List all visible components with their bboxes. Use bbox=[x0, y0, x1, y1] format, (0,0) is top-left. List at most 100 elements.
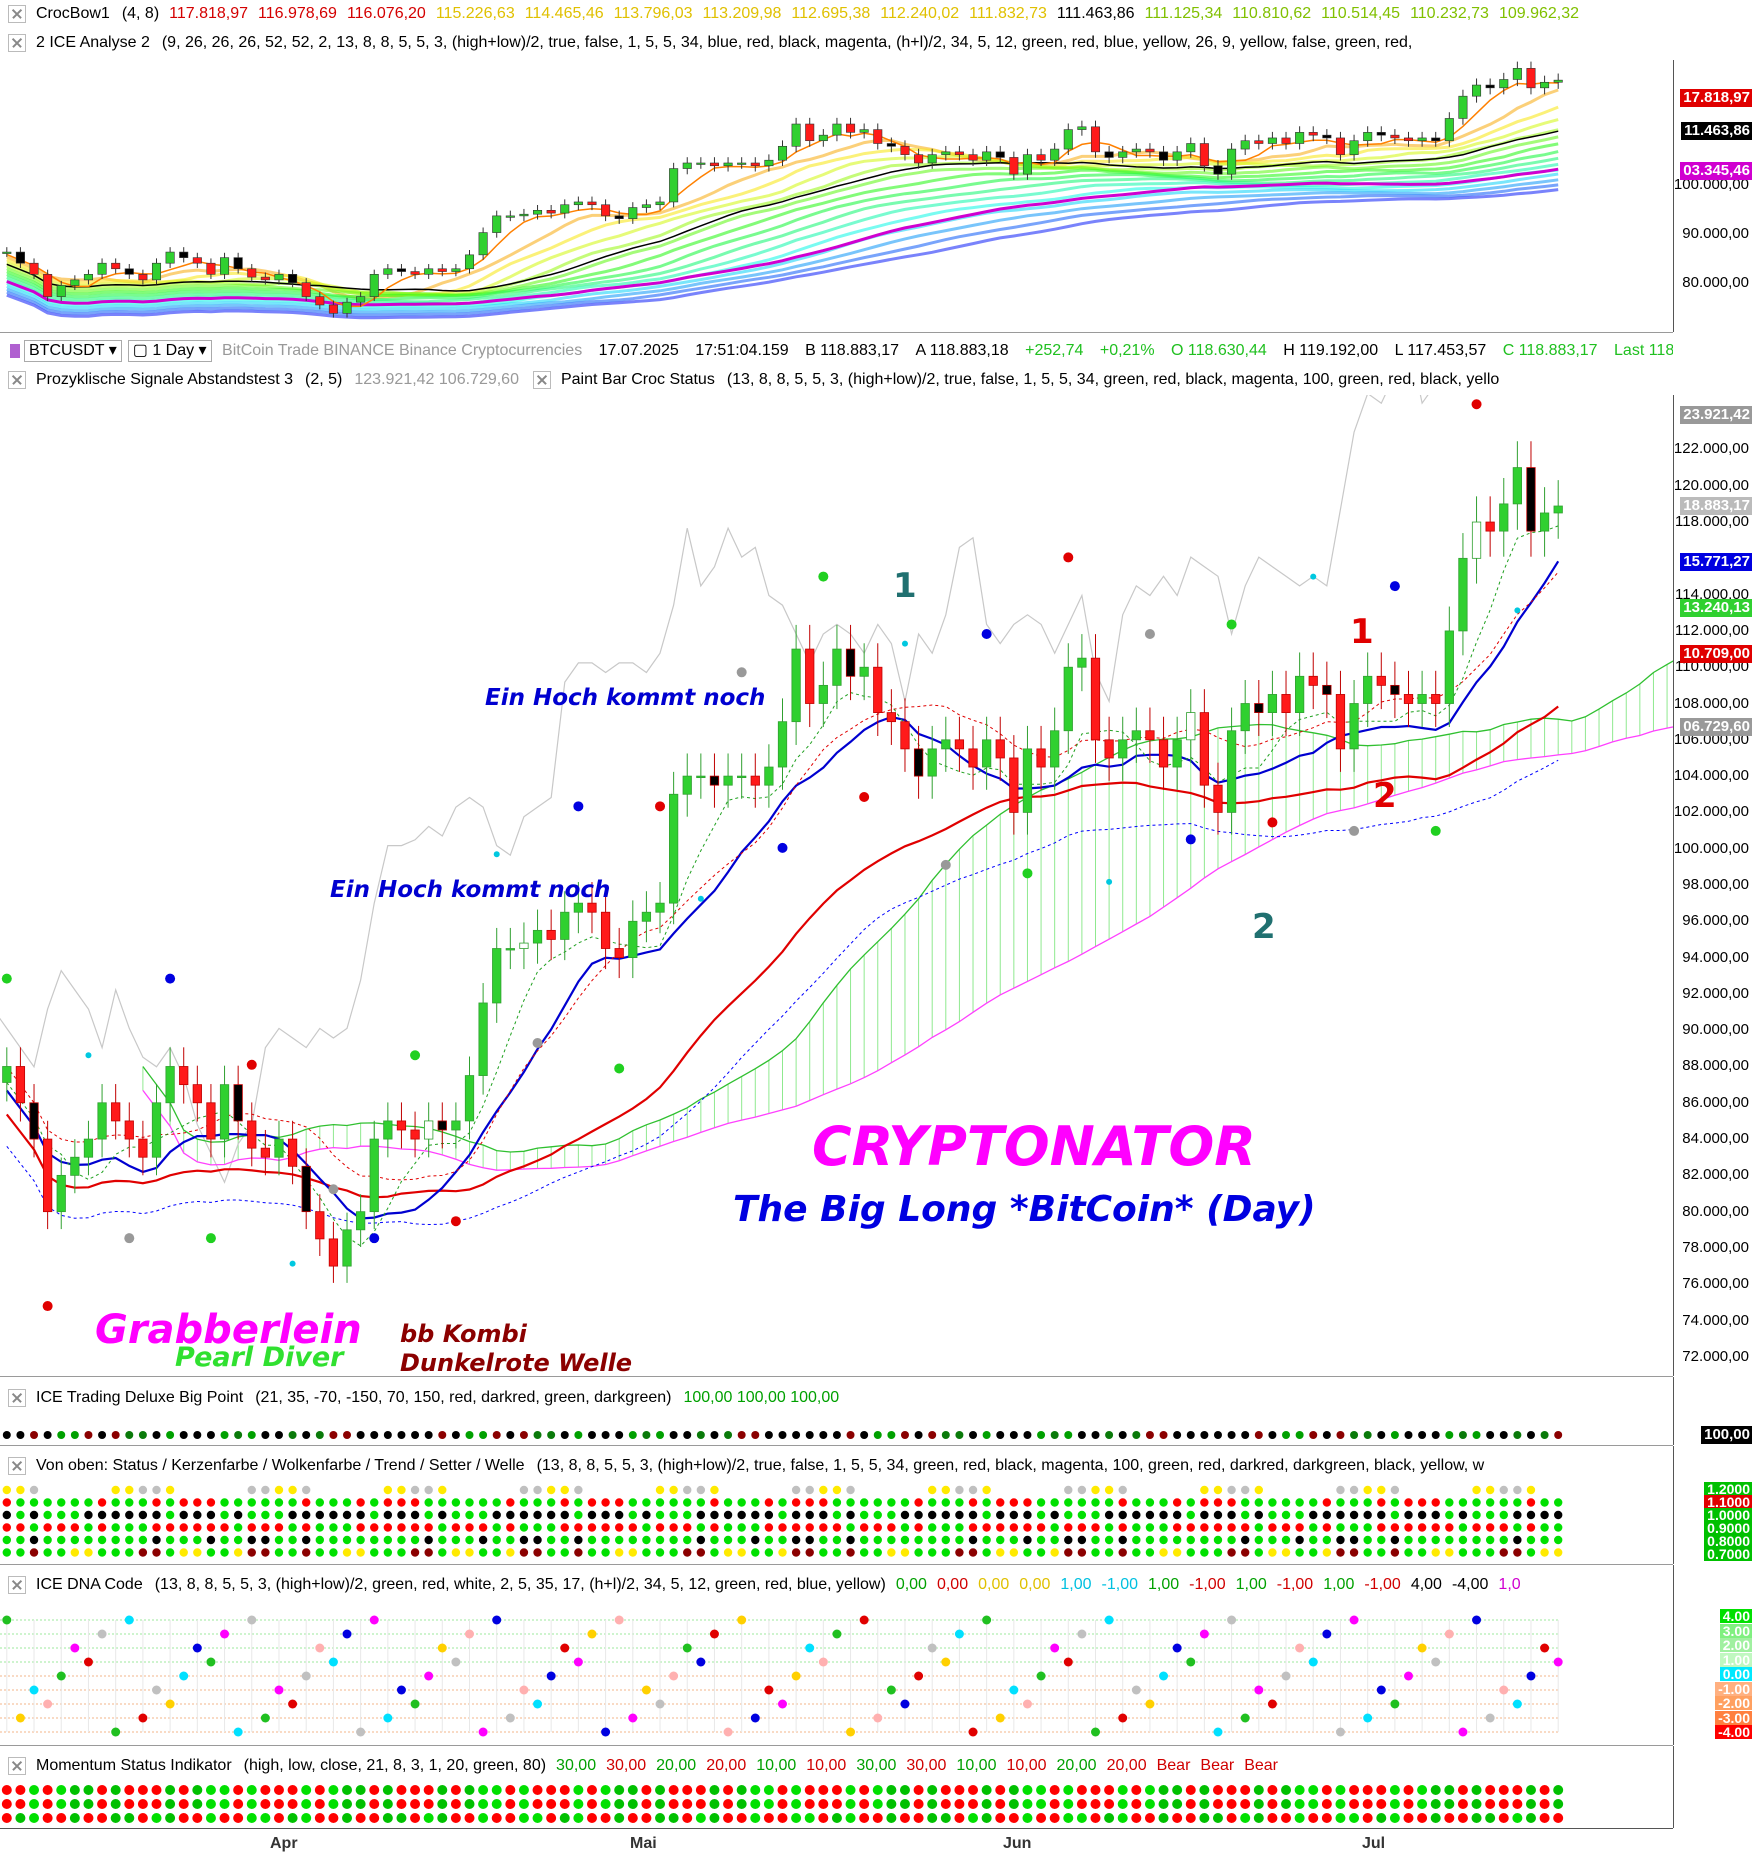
status-dot bbox=[723, 1510, 733, 1520]
status-dot bbox=[968, 1485, 978, 1495]
status-dot bbox=[1240, 1535, 1250, 1545]
signal-dot bbox=[85, 1052, 92, 1059]
ice-dot bbox=[193, 1431, 202, 1439]
momentum-dot bbox=[586, 1799, 597, 1809]
candle-body bbox=[1036, 154, 1046, 161]
status-dot bbox=[914, 1523, 923, 1532]
candle-body bbox=[138, 1138, 148, 1158]
dna-dot bbox=[315, 1643, 325, 1653]
candle-body bbox=[179, 251, 189, 258]
header-value: 10,00 bbox=[956, 1757, 997, 1774]
dna-dot bbox=[70, 1643, 80, 1653]
candle-body bbox=[1295, 132, 1305, 144]
status-dot bbox=[1213, 1535, 1223, 1545]
status-dot bbox=[465, 1510, 474, 1520]
status-dot bbox=[288, 1523, 297, 1532]
quote-bid: B 118.883,17 bbox=[805, 342, 900, 359]
close-icon[interactable] bbox=[8, 1456, 26, 1475]
status-dot bbox=[1404, 1485, 1413, 1495]
status-dot bbox=[1390, 1485, 1400, 1495]
header-value: 20,00 bbox=[1106, 1757, 1147, 1774]
ice-dot bbox=[206, 1431, 215, 1439]
crocbow-ribbon bbox=[6, 156, 1559, 304]
author-label: Grabberlein bbox=[95, 1307, 362, 1353]
ice-dot bbox=[656, 1431, 665, 1439]
close-icon[interactable] bbox=[8, 370, 26, 389]
candle-body bbox=[29, 262, 39, 275]
ice-dot bbox=[642, 1431, 651, 1439]
status-dot bbox=[614, 1510, 624, 1520]
candle-body bbox=[873, 666, 883, 713]
status-dot bbox=[1322, 1498, 1332, 1507]
close-icon[interactable] bbox=[8, 33, 26, 52]
interval-selector[interactable]: ▢ 1 Day ▾ bbox=[127, 340, 212, 362]
ice-dot bbox=[1159, 1431, 1168, 1439]
close-icon[interactable] bbox=[8, 1575, 26, 1594]
status-dot bbox=[764, 1498, 774, 1507]
ice-dot bbox=[1200, 1431, 1209, 1439]
signal-dot bbox=[1267, 817, 1278, 828]
dna-dot bbox=[1159, 1671, 1169, 1681]
status-dot bbox=[1390, 1498, 1400, 1507]
ice-dot bbox=[411, 1431, 420, 1439]
candle-body bbox=[83, 274, 93, 281]
header-value: -1,00 bbox=[1189, 1576, 1226, 1593]
candle-body bbox=[1050, 730, 1060, 768]
axis-tick: 78.000,00 bbox=[1682, 1238, 1749, 1256]
symbol-selector[interactable]: BTCUSDT ▾ bbox=[24, 340, 122, 362]
ice-dot bbox=[16, 1431, 25, 1439]
close-icon[interactable] bbox=[8, 1388, 26, 1407]
dna-dot bbox=[165, 1699, 175, 1709]
status-dot bbox=[233, 1485, 243, 1495]
ice-dot bbox=[1254, 1431, 1263, 1439]
candle-body bbox=[560, 204, 570, 214]
dna-dot bbox=[1077, 1629, 1087, 1639]
close-icon[interactable] bbox=[532, 370, 551, 389]
candle-body bbox=[628, 920, 638, 958]
status-dot bbox=[1390, 1523, 1400, 1532]
status-dot bbox=[710, 1535, 719, 1545]
status-dot bbox=[1377, 1523, 1386, 1532]
close-icon[interactable] bbox=[8, 4, 26, 23]
price-tag: 23.921,42 bbox=[1680, 405, 1752, 424]
momentum-dot bbox=[859, 1785, 870, 1795]
candle-body bbox=[954, 739, 965, 750]
quote-change-pct: +0,21% bbox=[1099, 342, 1155, 359]
momentum-dot bbox=[396, 1799, 407, 1809]
momentum-dot bbox=[1117, 1799, 1128, 1809]
momentum-dot bbox=[1008, 1813, 1019, 1823]
signal-dot bbox=[1349, 825, 1360, 836]
ice-dot bbox=[1009, 1431, 1018, 1439]
status-dot bbox=[1445, 1523, 1454, 1532]
candle-body bbox=[546, 929, 556, 940]
dna-dot bbox=[1145, 1699, 1155, 1709]
momentum-dot bbox=[831, 1813, 842, 1823]
ice-dot bbox=[574, 1431, 583, 1439]
status-dot bbox=[846, 1485, 855, 1495]
candle-body bbox=[723, 775, 733, 786]
status-dot bbox=[261, 1548, 270, 1557]
status-dot bbox=[1104, 1535, 1114, 1545]
status-dot bbox=[873, 1548, 882, 1557]
crocbow-ribbon bbox=[6, 172, 1559, 312]
status-dot bbox=[315, 1535, 325, 1545]
status-dot bbox=[941, 1498, 951, 1507]
value-tag: -3.00 bbox=[1715, 1710, 1752, 1725]
close-icon[interactable] bbox=[8, 1756, 26, 1775]
momentum-dot bbox=[287, 1799, 298, 1809]
axis-tick: 96.000,00 bbox=[1682, 912, 1749, 930]
dna-code-chart bbox=[0, 1615, 1563, 1737]
value-tag: -1.00 bbox=[1715, 1681, 1752, 1696]
status-dot bbox=[819, 1548, 828, 1557]
status-dot bbox=[1472, 1535, 1481, 1545]
candle-body bbox=[451, 268, 461, 272]
momentum-dot bbox=[29, 1813, 40, 1823]
candle-body bbox=[1499, 503, 1509, 532]
status-dot bbox=[1172, 1523, 1182, 1532]
candle-body bbox=[1131, 148, 1141, 153]
momentum-dot bbox=[1349, 1799, 1360, 1809]
status-dot bbox=[1377, 1498, 1386, 1507]
ice-dot bbox=[805, 1431, 814, 1439]
signal-dot bbox=[859, 791, 870, 802]
status-dot bbox=[111, 1485, 120, 1495]
